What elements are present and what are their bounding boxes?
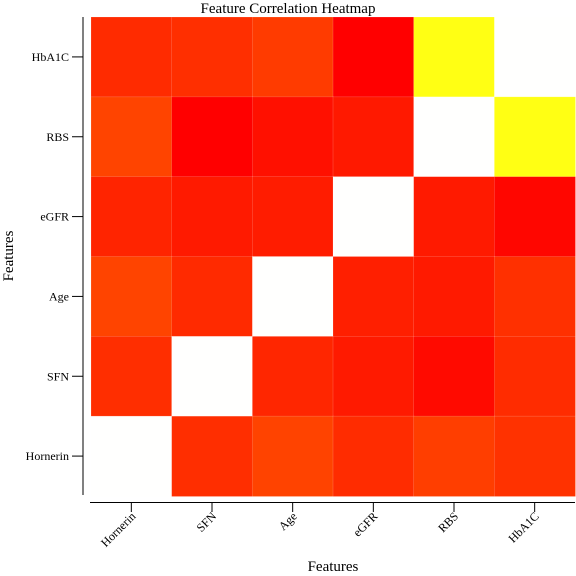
x-tick-label: eGFR	[350, 509, 380, 539]
heatmap-cell-egfr-hba1c	[494, 176, 576, 258]
heatmap-cell-rbs-sfn	[171, 96, 254, 178]
heatmap-cell-rbs-hornerin	[90, 96, 173, 178]
heatmap-cell-rbs-rbs	[413, 96, 496, 178]
chart-title: Feature Correlation Heatmap	[201, 1, 376, 17]
heatmap-cell-hba1c-hba1c	[494, 16, 576, 98]
heatmap-cell-egfr-hornerin	[90, 176, 173, 258]
heatmap-cell-rbs-age	[252, 96, 334, 178]
heatmap-cell-egfr-egfr	[332, 176, 415, 258]
y-tick-label: HbA1C	[32, 50, 69, 64]
y-tick-label: RBS	[46, 130, 69, 144]
heatmap-cell-egfr-rbs	[413, 176, 496, 258]
y-tick-label: Hornerin	[26, 449, 69, 463]
heatmap-cell-age-sfn	[171, 256, 254, 338]
heatmap-cell-age-rbs	[413, 256, 496, 338]
heatmap-cell-hornerin-rbs	[413, 415, 496, 497]
heatmap-cell-hba1c-egfr	[332, 16, 415, 98]
x-tick-label: HbA1C	[505, 509, 541, 545]
heatmap-cell-sfn-age	[252, 336, 334, 417]
heatmap-cell-sfn-rbs	[413, 336, 496, 417]
heatmap-cell-age-hba1c	[494, 256, 576, 338]
heatmap-cell-hornerin-age	[252, 415, 334, 497]
x-tick-label: SFN	[194, 509, 220, 535]
heatmap-cells	[90, 16, 576, 497]
y-tick-label: eGFR	[40, 210, 69, 224]
heatmap-cell-sfn-hba1c	[494, 336, 576, 417]
heatmap-cell-sfn-sfn	[171, 336, 254, 417]
heatmap-cell-egfr-sfn	[171, 176, 254, 258]
heatmap-cell-hba1c-sfn	[171, 16, 254, 98]
heatmap-cell-hornerin-egfr	[332, 415, 415, 497]
heatmap-cell-rbs-hba1c	[494, 96, 576, 178]
heatmap-cell-rbs-egfr	[332, 96, 415, 178]
heatmap-cell-hornerin-hornerin	[90, 415, 173, 497]
heatmap-cell-egfr-age	[252, 176, 334, 258]
heatmap-cell-age-egfr	[332, 256, 415, 338]
x-axis-label: Features	[308, 559, 359, 575]
heatmap-cell-hornerin-sfn	[171, 415, 254, 497]
heatmap-cell-age-hornerin	[90, 256, 173, 338]
x-axis-ticks: Hornerin SFN Age eGFR RBS HbA1C	[98, 502, 542, 550]
heatmap-cell-hornerin-hba1c	[494, 415, 576, 497]
heatmap-cell-sfn-egfr	[332, 336, 415, 417]
y-tick-label: SFN	[47, 369, 69, 383]
y-axis-label: Features	[1, 230, 17, 281]
heatmap-cell-sfn-hornerin	[90, 336, 173, 417]
x-tick-label: Hornerin	[98, 509, 139, 550]
heatmap-cell-age-age	[252, 256, 334, 338]
x-tick-label: Age	[276, 509, 300, 533]
heatmap-cell-hba1c-hornerin	[90, 16, 173, 98]
y-tick-label: Age	[49, 289, 69, 303]
x-tick-label: RBS	[435, 509, 461, 535]
heatmap-cell-hba1c-rbs	[413, 16, 496, 98]
y-axis-ticks: HbA1C RBS eGFR Age SFN Hornerin	[26, 50, 83, 463]
heatmap-cell-hba1c-age	[252, 16, 334, 98]
